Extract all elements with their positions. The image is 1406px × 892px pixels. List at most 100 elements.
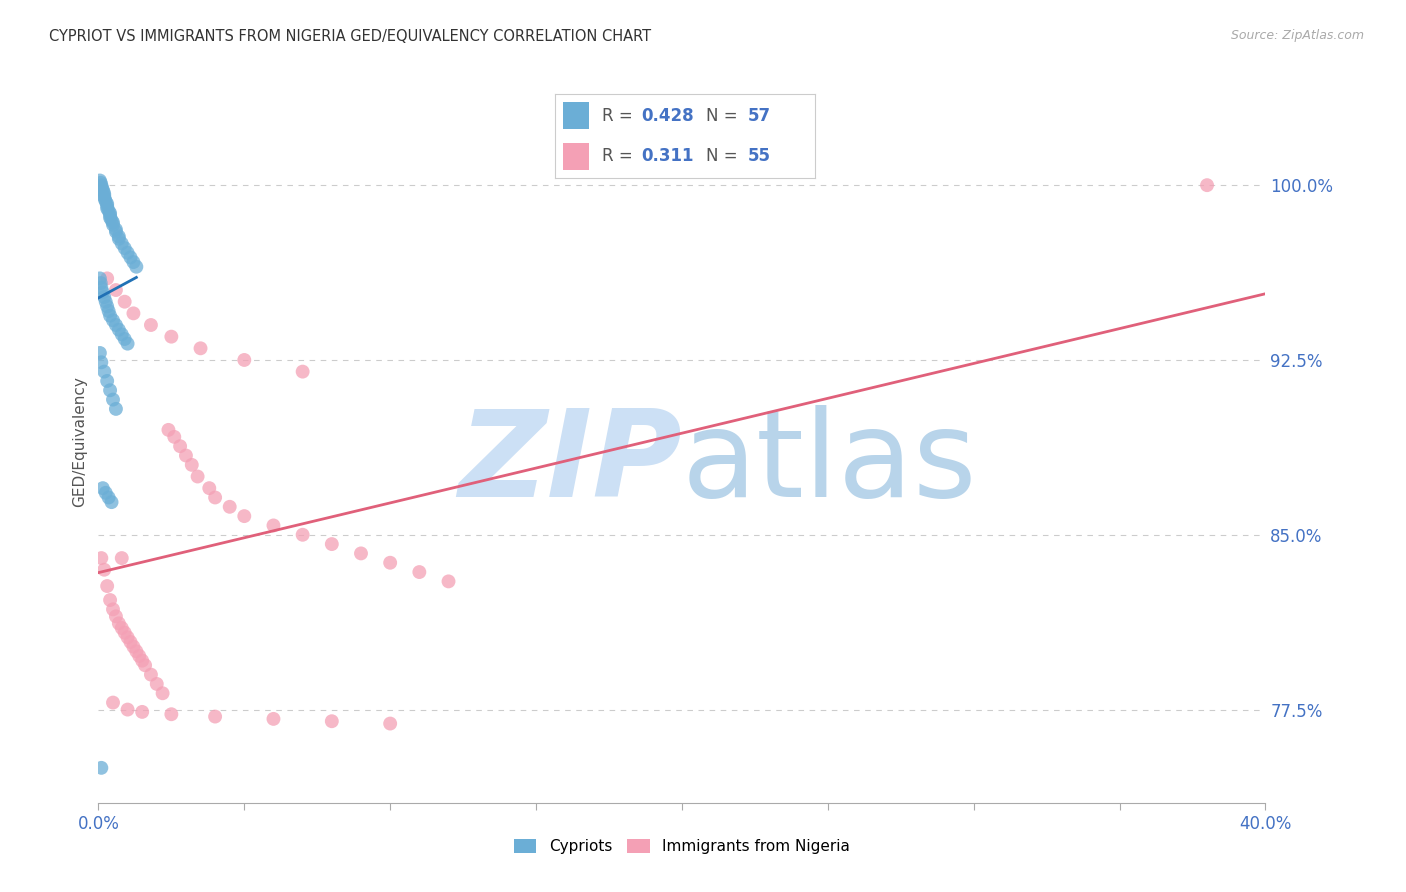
Point [114, 332, 136, 346]
Point [1195, 178, 1218, 193]
Point [350, 546, 373, 560]
Point [180, 458, 202, 472]
Point [174, 449, 197, 463]
Point [93, 190, 115, 204]
Point [204, 709, 226, 723]
Point [160, 707, 183, 722]
Point [291, 365, 314, 379]
Point [117, 245, 139, 260]
Y-axis label: GED/Equivalency: GED/Equivalency [72, 376, 87, 507]
Text: N =: N = [706, 147, 744, 165]
Point [98, 309, 121, 323]
Point [122, 640, 145, 654]
Point [89, 173, 111, 187]
Point [96, 196, 118, 211]
Point [152, 686, 174, 700]
Point [160, 329, 183, 343]
Point [90, 551, 112, 566]
Point [90, 281, 112, 295]
Point [117, 702, 139, 716]
Point [90, 761, 112, 775]
Point [114, 241, 136, 255]
Point [380, 716, 402, 731]
Point [101, 215, 124, 229]
Text: 0.428: 0.428 [641, 107, 693, 125]
Point [91, 285, 114, 300]
Point [96, 199, 118, 213]
Point [139, 318, 162, 332]
Point [117, 336, 139, 351]
Point [91, 183, 114, 197]
Point [437, 574, 460, 589]
Point [218, 500, 240, 514]
Point [321, 714, 343, 729]
Point [91, 481, 114, 495]
Point [93, 290, 115, 304]
Point [101, 696, 124, 710]
Point [131, 705, 153, 719]
Point [93, 365, 115, 379]
Point [90, 355, 112, 369]
Point [111, 327, 134, 342]
Point [94, 294, 117, 309]
Point [98, 206, 121, 220]
Text: 55: 55 [748, 147, 770, 165]
Text: N =: N = [706, 107, 744, 125]
Point [94, 192, 117, 206]
Point [104, 401, 127, 416]
Point [98, 209, 121, 223]
Point [100, 495, 122, 509]
Point [120, 251, 142, 265]
Point [98, 384, 121, 398]
Point [111, 236, 134, 251]
Point [408, 565, 430, 579]
Point [122, 306, 145, 320]
Point [97, 304, 120, 318]
Point [89, 346, 111, 360]
Point [169, 439, 191, 453]
Point [108, 616, 131, 631]
Point [131, 654, 153, 668]
Point [108, 229, 131, 244]
Point [90, 178, 112, 193]
Point [96, 374, 118, 388]
Point [122, 255, 145, 269]
Point [101, 392, 124, 407]
Point [101, 218, 124, 232]
Text: R =: R = [602, 147, 644, 165]
Point [90, 180, 112, 194]
Text: Source: ZipAtlas.com: Source: ZipAtlas.com [1230, 29, 1364, 42]
Text: atlas: atlas [682, 405, 977, 522]
Point [120, 635, 142, 649]
Point [108, 323, 131, 337]
Point [101, 602, 124, 616]
Point [108, 232, 131, 246]
Point [104, 283, 127, 297]
Point [198, 481, 221, 495]
Point [233, 509, 256, 524]
Point [146, 677, 169, 691]
Point [204, 491, 226, 505]
Point [93, 563, 115, 577]
Point [125, 644, 148, 658]
Point [96, 579, 118, 593]
Point [89, 271, 111, 285]
Point [139, 667, 162, 681]
Point [262, 712, 284, 726]
Point [96, 271, 118, 285]
Point [380, 556, 402, 570]
Point [93, 187, 115, 202]
Text: CYPRIOT VS IMMIGRANTS FROM NIGERIA GED/EQUIVALENCY CORRELATION CHART: CYPRIOT VS IMMIGRANTS FROM NIGERIA GED/E… [49, 29, 651, 44]
Point [321, 537, 343, 551]
Point [97, 491, 120, 505]
Point [291, 528, 314, 542]
Legend: Cypriots, Immigrants from Nigeria: Cypriots, Immigrants from Nigeria [508, 833, 856, 860]
Point [157, 423, 180, 437]
Point [104, 222, 127, 236]
Point [190, 341, 212, 355]
Point [94, 485, 117, 500]
Point [90, 276, 112, 290]
Text: R =: R = [602, 107, 638, 125]
Point [117, 630, 139, 644]
Point [96, 202, 118, 216]
